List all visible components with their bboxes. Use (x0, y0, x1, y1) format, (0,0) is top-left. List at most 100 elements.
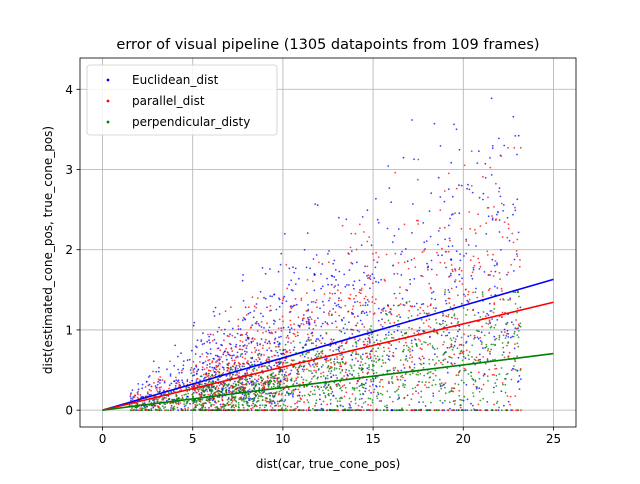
data-point (481, 325, 483, 328)
data-point (424, 341, 427, 344)
data-point (305, 310, 308, 312)
data-point (323, 386, 325, 388)
data-point (446, 367, 449, 370)
data-point (161, 405, 164, 408)
data-point (228, 320, 231, 323)
data-point (260, 338, 263, 340)
data-point (239, 382, 242, 385)
data-point (274, 320, 276, 323)
data-point (405, 344, 408, 347)
data-point (421, 251, 424, 254)
data-point (520, 378, 522, 380)
data-point (470, 371, 472, 374)
data-point (486, 375, 489, 378)
data-point (148, 393, 151, 396)
data-point (476, 336, 479, 339)
data-point (252, 340, 255, 343)
data-point (421, 381, 424, 383)
data-point (324, 342, 326, 345)
data-point (496, 210, 499, 213)
data-point (349, 364, 352, 366)
data-point (516, 198, 519, 201)
data-point (335, 409, 338, 412)
y-tick-label: 1 (65, 323, 73, 337)
data-point (262, 315, 264, 318)
y-axis-label: dist(estimated_cone_pos, true_cone_pos) (41, 126, 55, 374)
data-point (231, 395, 233, 398)
data-point (332, 350, 335, 352)
data-point (253, 338, 256, 340)
data-point (458, 394, 461, 397)
data-point (364, 338, 367, 341)
data-point (348, 369, 350, 372)
data-point (458, 389, 461, 392)
data-point (376, 261, 379, 264)
data-point (372, 409, 374, 412)
data-point (263, 296, 265, 299)
data-point (195, 373, 198, 375)
data-point (427, 386, 430, 389)
data-point (435, 409, 438, 412)
data-point (296, 331, 299, 334)
data-point (369, 340, 371, 343)
data-point (279, 408, 282, 411)
data-point (231, 334, 234, 337)
data-point (246, 409, 249, 412)
data-point (465, 288, 467, 291)
data-point (449, 337, 452, 340)
data-point (210, 386, 213, 389)
data-point (487, 314, 490, 317)
data-point (468, 211, 471, 213)
data-point (261, 267, 264, 269)
data-point (433, 409, 436, 412)
data-point (305, 292, 308, 295)
data-point (366, 355, 369, 358)
data-point (288, 331, 291, 334)
data-point (425, 409, 428, 412)
data-point (383, 278, 386, 281)
data-point (200, 404, 203, 407)
data-point (343, 332, 346, 335)
data-point (503, 328, 506, 331)
data-point (386, 404, 388, 407)
data-point (410, 342, 413, 345)
data-point (451, 348, 454, 351)
data-point (272, 319, 275, 322)
data-point (453, 353, 455, 356)
data-point (310, 318, 313, 320)
data-point (141, 409, 144, 412)
data-point (236, 367, 239, 370)
data-point (278, 305, 281, 308)
data-point (248, 377, 251, 380)
data-point (413, 278, 416, 280)
data-point (221, 390, 224, 392)
data-point (226, 335, 229, 337)
data-point (147, 384, 150, 387)
data-point (170, 409, 172, 412)
data-point (338, 216, 340, 219)
data-point (319, 334, 322, 337)
data-point (478, 390, 481, 393)
data-point (478, 387, 481, 390)
data-point (338, 347, 341, 349)
data-point (317, 385, 320, 388)
data-point (338, 368, 341, 370)
data-point (176, 397, 178, 400)
data-point (251, 404, 253, 407)
data-point (307, 357, 309, 359)
data-point (512, 213, 514, 216)
data-point (170, 407, 173, 409)
data-point (203, 391, 206, 393)
data-point (408, 300, 411, 303)
data-point (458, 328, 461, 331)
data-point (480, 388, 483, 391)
data-point (481, 291, 484, 294)
data-point (247, 306, 250, 308)
data-point (226, 385, 229, 387)
data-point (371, 273, 374, 275)
data-point (390, 313, 393, 316)
data-point (419, 358, 422, 361)
data-point (403, 344, 405, 347)
data-point (252, 402, 255, 405)
